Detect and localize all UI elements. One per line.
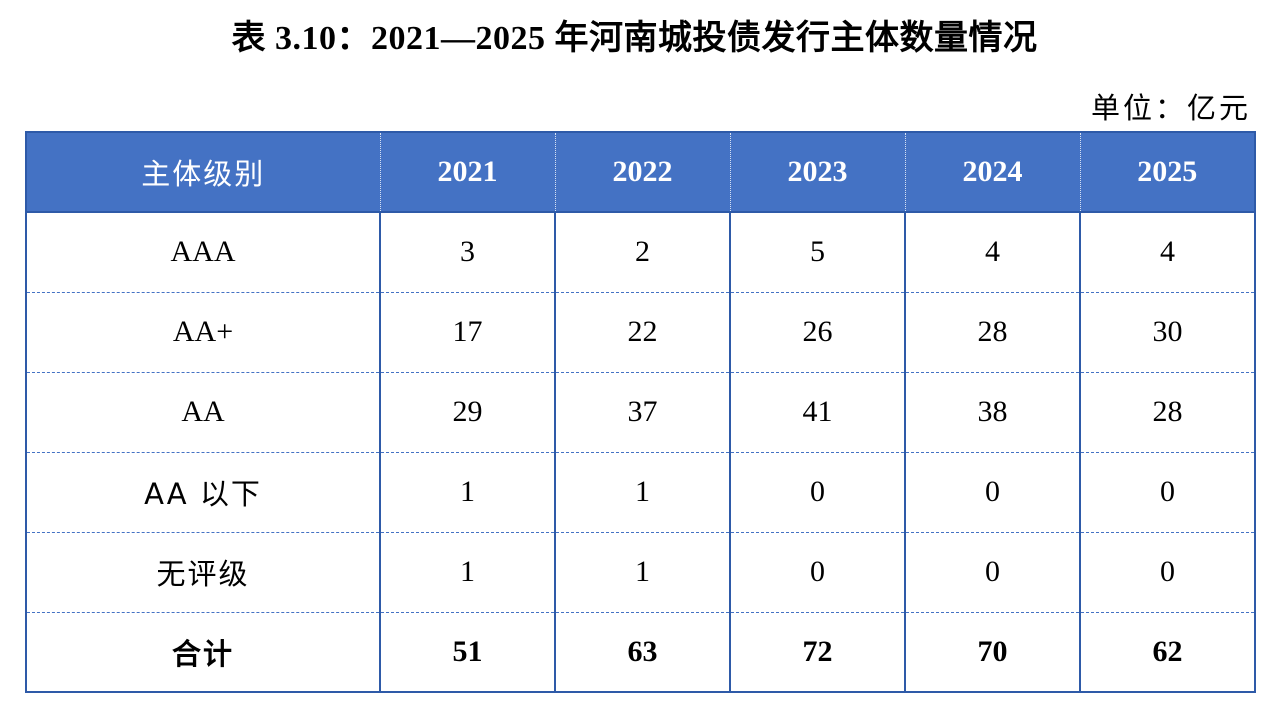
cell-value: 29 xyxy=(379,372,556,453)
cell-value: 30 xyxy=(1079,292,1256,373)
cell-value: 28 xyxy=(904,292,1081,373)
cell-value: 4 xyxy=(1079,212,1256,293)
row-label: AAA xyxy=(25,212,381,293)
total-value: 62 xyxy=(1079,612,1256,693)
table-row-aa: AA 29 37 41 38 28 xyxy=(25,372,1256,453)
total-value: 51 xyxy=(379,612,556,693)
cell-value: 26 xyxy=(729,292,906,373)
header-year-2022: 2022 xyxy=(554,131,731,213)
total-label: 合计 xyxy=(25,612,381,693)
cell-value: 0 xyxy=(1079,532,1256,613)
header-year-2024: 2024 xyxy=(904,131,1081,213)
table-row-aaa: AAA 3 2 5 4 4 xyxy=(25,212,1256,293)
cell-value: 0 xyxy=(904,532,1081,613)
row-label: AA xyxy=(25,372,381,453)
cell-value: 1 xyxy=(554,532,731,613)
header-year-2025: 2025 xyxy=(1079,131,1256,213)
cell-value: 5 xyxy=(729,212,906,293)
cell-value: 1 xyxy=(554,452,731,533)
header-year-2023: 2023 xyxy=(729,131,906,213)
total-value: 70 xyxy=(904,612,1081,693)
header-rating-level: 主体级别 xyxy=(25,131,381,213)
table-row-aa-plus: AA+ 17 22 26 28 30 xyxy=(25,292,1256,373)
cell-value: 0 xyxy=(729,452,906,533)
cell-value: 37 xyxy=(554,372,731,453)
table-header-row: 主体级别 2021 2022 2023 2024 2025 xyxy=(25,131,1256,213)
total-value: 63 xyxy=(554,612,731,693)
issuer-count-table: 主体级别 2021 2022 2023 2024 2025 AAA 3 2 5 … xyxy=(25,131,1256,693)
cell-value: 17 xyxy=(379,292,556,373)
cell-value: 22 xyxy=(554,292,731,373)
row-label: AA+ xyxy=(25,292,381,373)
cell-value: 0 xyxy=(1079,452,1256,533)
cell-value: 0 xyxy=(729,532,906,613)
table-row-total: 合计 51 63 72 70 62 xyxy=(25,612,1256,693)
table-row-below-aa: AA 以下 1 1 0 0 0 xyxy=(25,452,1256,533)
cell-value: 38 xyxy=(904,372,1081,453)
header-year-2021: 2021 xyxy=(379,131,556,213)
table-row-unrated: 无评级 1 1 0 0 0 xyxy=(25,532,1256,613)
cell-value: 2 xyxy=(554,212,731,293)
row-label: 无评级 xyxy=(25,532,381,613)
cell-value: 4 xyxy=(904,212,1081,293)
cell-value: 0 xyxy=(904,452,1081,533)
cell-value: 3 xyxy=(379,212,556,293)
cell-value: 28 xyxy=(1079,372,1256,453)
cell-value: 41 xyxy=(729,372,906,453)
row-label: AA 以下 xyxy=(25,452,381,533)
table-title: 表 3.10：2021—2025 年河南城投债发行主体数量情况 xyxy=(231,20,1038,57)
cell-value: 1 xyxy=(379,452,556,533)
unit-note: 单位：亿元 xyxy=(1090,91,1251,125)
cell-value: 1 xyxy=(379,532,556,613)
total-value: 72 xyxy=(729,612,906,693)
